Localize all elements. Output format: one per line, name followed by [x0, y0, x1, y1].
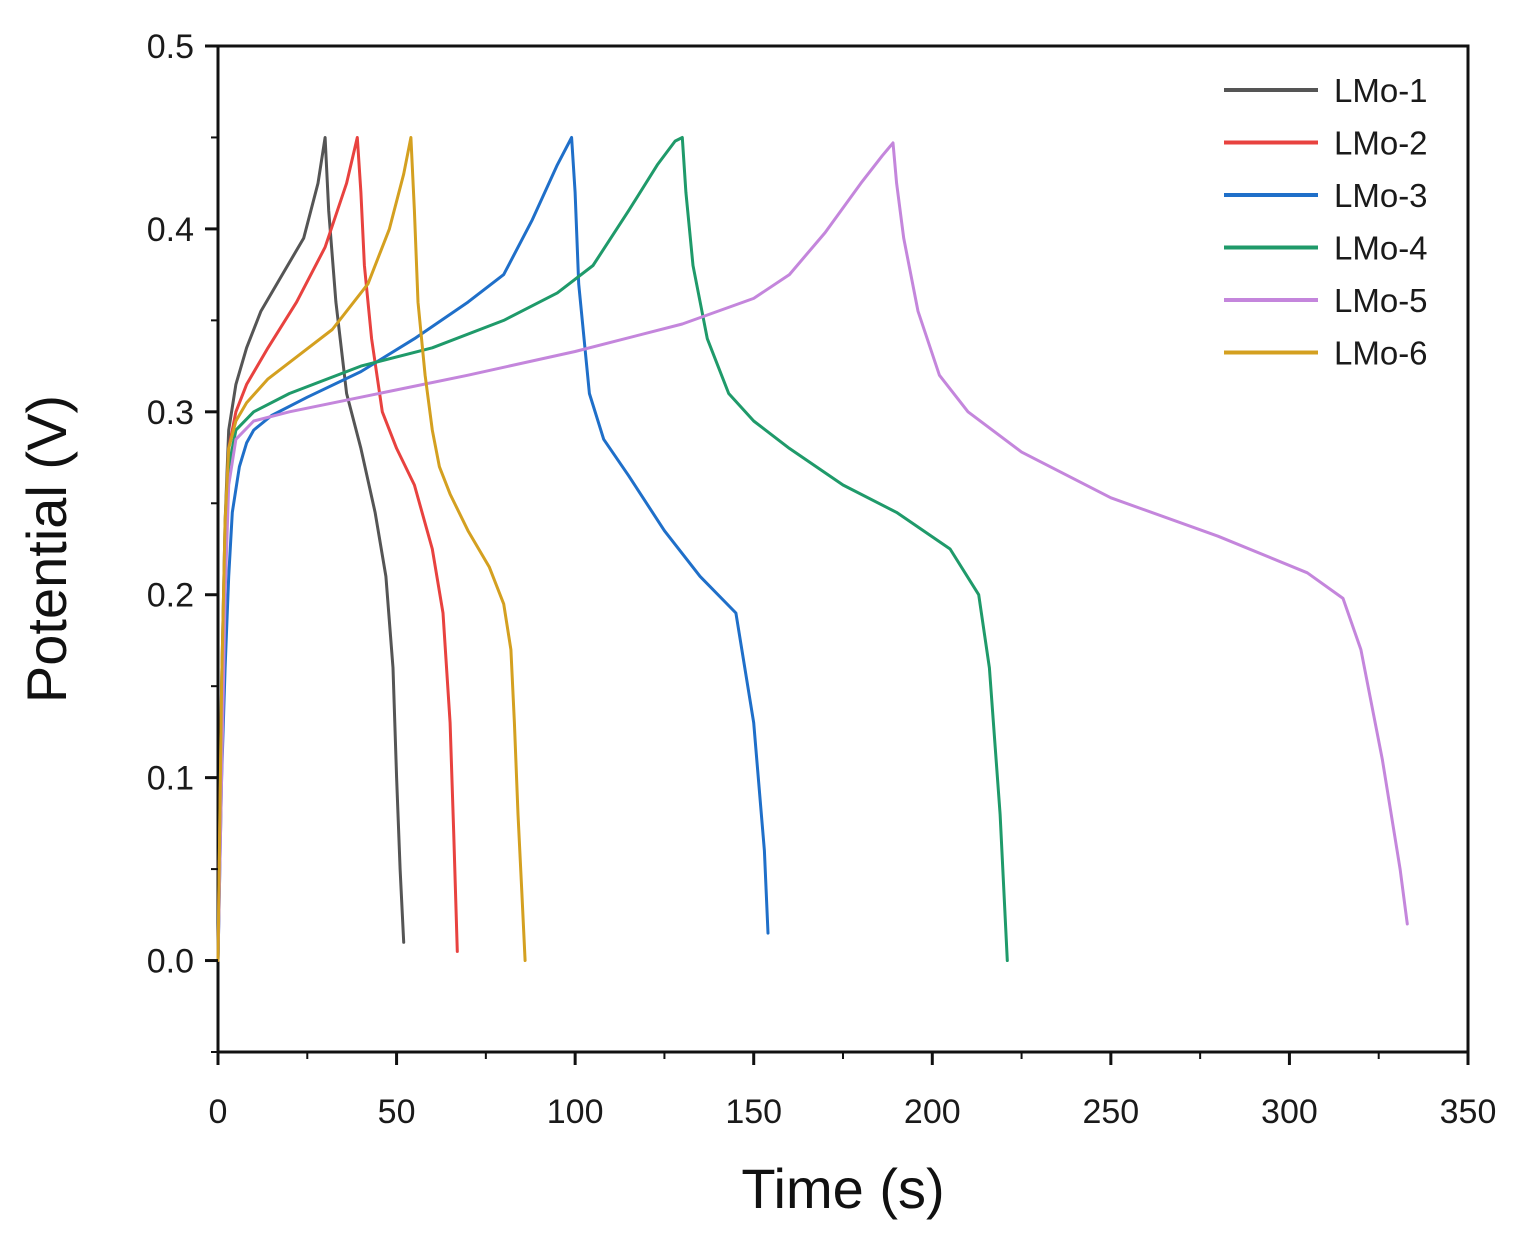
series-line-lmo-2	[216, 136, 459, 962]
x-tick-label: 0	[209, 1093, 228, 1131]
series-line-lmo-5	[216, 141, 1409, 962]
y-tick-label: 0.1	[147, 760, 194, 798]
legend-label: LMo-3	[1334, 177, 1428, 214]
x-axis-title: Time (s)	[741, 1157, 944, 1220]
legend: LMo-1 LMo-2 LMo-3 LMo-4 LMo-5 LMo-6	[1224, 72, 1428, 372]
legend-item-lmo-3: LMo-3	[1224, 177, 1428, 214]
legend-label: LMo-4	[1334, 230, 1428, 267]
x-tick-label: 200	[904, 1093, 961, 1131]
x-tick-label: 350	[1440, 1093, 1497, 1131]
y-axis-ticks: 0.0 0.1 0.2 0.3 0.4 0.5	[147, 28, 218, 1053]
legend-item-lmo-4: LMo-4	[1224, 230, 1428, 267]
y-tick-label: 0.5	[147, 28, 194, 66]
legend-label: LMo-5	[1334, 282, 1428, 319]
legend-label: LMo-2	[1334, 125, 1428, 162]
series-line-lmo-1	[216, 136, 406, 962]
x-tick-label: 100	[547, 1093, 604, 1131]
legend-label: LMo-1	[1334, 72, 1428, 109]
legend-item-lmo-1: LMo-1	[1224, 72, 1428, 109]
series-layer	[216, 136, 1409, 962]
legend-item-lmo-2: LMo-2	[1224, 125, 1428, 162]
series-line-lmo-3	[216, 136, 770, 962]
legend-item-lmo-5: LMo-5	[1224, 282, 1428, 319]
series-line-lmo-4	[216, 136, 1009, 962]
x-tick-label: 50	[378, 1093, 416, 1131]
x-tick-label: 250	[1082, 1093, 1139, 1131]
legend-item-lmo-6: LMo-6	[1224, 335, 1428, 372]
x-tick-label: 300	[1261, 1093, 1318, 1131]
series-line-lmo-6	[216, 136, 527, 962]
y-tick-label: 0.3	[147, 394, 194, 432]
y-tick-label: 0.4	[147, 211, 194, 249]
legend-label: LMo-6	[1334, 335, 1428, 372]
y-tick-label: 0.0	[147, 943, 194, 981]
x-axis-ticks: 0 50 100 150 200 250 300 350	[209, 1052, 1497, 1131]
y-axis-title: Potential (V)	[15, 395, 78, 703]
y-tick-label: 0.2	[147, 577, 194, 615]
x-tick-label: 150	[725, 1093, 782, 1131]
